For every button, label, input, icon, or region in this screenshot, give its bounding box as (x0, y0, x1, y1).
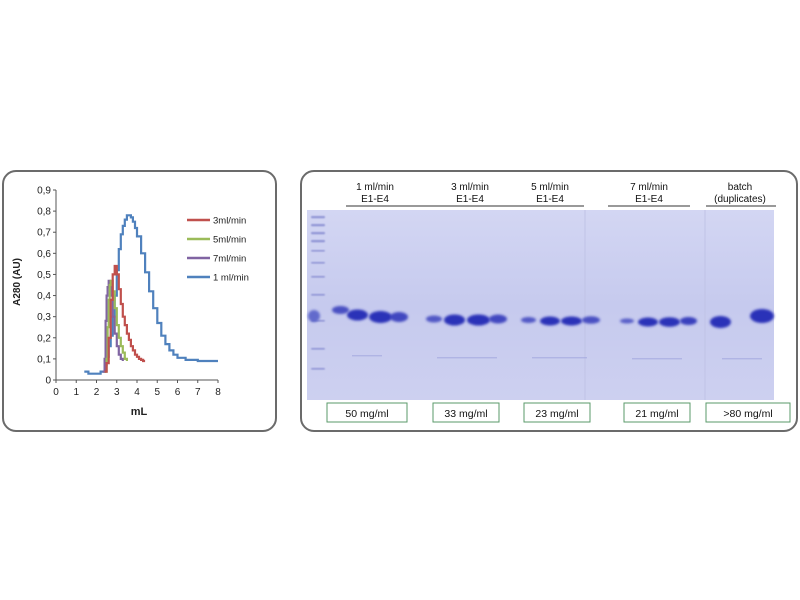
concentration-labels: 50 mg/ml 33 mg/ml 23 mg/ml 21 mg/ml >80 mg/m… (326, 402, 791, 423)
gel-band (638, 317, 658, 327)
legend-label: 3ml/min (213, 216, 246, 227)
ladder-band (311, 262, 325, 264)
ladder-band (308, 310, 320, 322)
x-tick-label: 2 (94, 387, 100, 398)
x-tick-label: 5 (154, 387, 160, 398)
x-axis-label: mL (131, 406, 148, 418)
legend: 3ml/min 5ml/min 7ml/min 1 ml/min (187, 216, 249, 284)
y-tick-label: 0,6 (37, 249, 51, 260)
series-line-5ml/min (104, 279, 128, 373)
ladder-band (311, 294, 325, 296)
y-tick-label: 0,8 (37, 207, 51, 218)
lane-header-line1: batch (728, 182, 752, 193)
gel-band (680, 317, 697, 325)
lane-header-line1: 5 ml/min (531, 182, 569, 193)
lane-header-line2: E1-E4 (456, 194, 484, 205)
gel-band (710, 316, 731, 328)
gel-band (390, 312, 408, 322)
y-axis-label: A280 (AU) (12, 258, 23, 306)
gel-bands (332, 306, 774, 360)
series-layer (84, 214, 218, 375)
x-tick-label: 4 (134, 387, 140, 398)
faint-band (722, 358, 762, 360)
y-tick-label: 0,4 (37, 291, 51, 302)
concentration-box (705, 402, 791, 423)
gel-band (659, 317, 680, 327)
concentration-box (623, 402, 691, 423)
ladder-band (311, 224, 325, 227)
x-tick-label: 6 (175, 387, 181, 398)
x-axis: 0 1 2 3 4 5 6 7 8 (53, 379, 221, 398)
gel-band (444, 314, 465, 326)
lane-header-line1: 7 ml/min (630, 182, 668, 193)
gel-band (620, 318, 634, 324)
lane-header-line2: E1-E4 (635, 194, 663, 205)
lane-header-line2: (duplicates) (714, 194, 766, 205)
gel-band (540, 316, 560, 326)
chart-panel: 0 0,1 0,2 0,3 0,4 0,5 0,6 0,7 0,8 0,9 0 1 2 3 4 5 6 7 8 3… (2, 170, 277, 432)
faint-band (352, 355, 382, 357)
gel-background (307, 210, 774, 400)
series-line-3ml/min (104, 264, 146, 373)
gel-band (467, 314, 490, 326)
y-tick-label: 0,9 (37, 186, 51, 197)
ladder-band (311, 276, 325, 278)
lane-header-line2: E1-E4 (361, 194, 389, 205)
ladder-band (311, 368, 325, 370)
y-tick-label: 0,5 (37, 270, 51, 281)
x-tick-label: 1 (73, 387, 79, 398)
molecular-weight-ladder (308, 216, 325, 370)
lane-header-line1: 1 ml/min (356, 182, 394, 193)
chromatogram-chart: 0 0,1 0,2 0,3 0,4 0,5 0,6 0,7 0,8 0,9 0 1 2 3 4 5 6 7 8 3… (12, 186, 249, 419)
ladder-band (311, 232, 325, 235)
legend-label: 5ml/min (213, 235, 246, 246)
y-axis: 0 0,1 0,2 0,3 0,4 0,5 0,6 0,7 0,8 0,9 (37, 186, 57, 387)
gel-band (332, 306, 349, 314)
x-tick-label: 7 (195, 387, 201, 398)
gel-band (582, 316, 600, 324)
ladder-band (311, 216, 325, 219)
x-tick-label: 0 (53, 387, 59, 398)
concentration-box (432, 402, 500, 423)
gel-band (347, 309, 368, 321)
concentration-box (326, 402, 408, 423)
y-tick-label: 0,2 (37, 333, 51, 344)
legend-label: 7ml/min (213, 254, 246, 265)
gel-band (369, 311, 392, 323)
concentration-box (523, 402, 591, 423)
faint-band (632, 358, 682, 360)
x-tick-label: 8 (215, 387, 221, 398)
ladder-band (311, 348, 325, 350)
lane-header-line1: 3 ml/min (451, 182, 489, 193)
concentration-label: 21 mg/ml (635, 408, 678, 420)
gel-band (489, 314, 507, 324)
concentration-label: 23 mg/ml (535, 408, 578, 420)
x-tick-label: 3 (114, 387, 120, 398)
lane-header-line2: E1-E4 (536, 194, 564, 205)
legend-label: 1 ml/min (213, 273, 249, 284)
concentration-label: 33 mg/ml (444, 408, 487, 420)
y-tick-label: 0,7 (37, 228, 51, 239)
gel-band (561, 316, 582, 326)
concentration-label: >80 mg/ml (723, 408, 772, 420)
ladder-band (311, 250, 325, 252)
gel-band (750, 309, 774, 323)
gel-band (426, 315, 442, 323)
y-tick-label: 0,1 (37, 354, 51, 365)
y-tick-label: 0 (45, 376, 51, 387)
faint-band (532, 357, 587, 359)
ladder-band (311, 240, 325, 243)
y-tick-label: 0,3 (37, 312, 51, 323)
gel-band (521, 317, 536, 323)
gel-panel: 1 ml/min E1-E4 3 ml/min E1-E4 5 ml/min E1-E4 7… (300, 170, 798, 432)
faint-band (437, 357, 497, 359)
concentration-label: 50 mg/ml (345, 408, 388, 420)
